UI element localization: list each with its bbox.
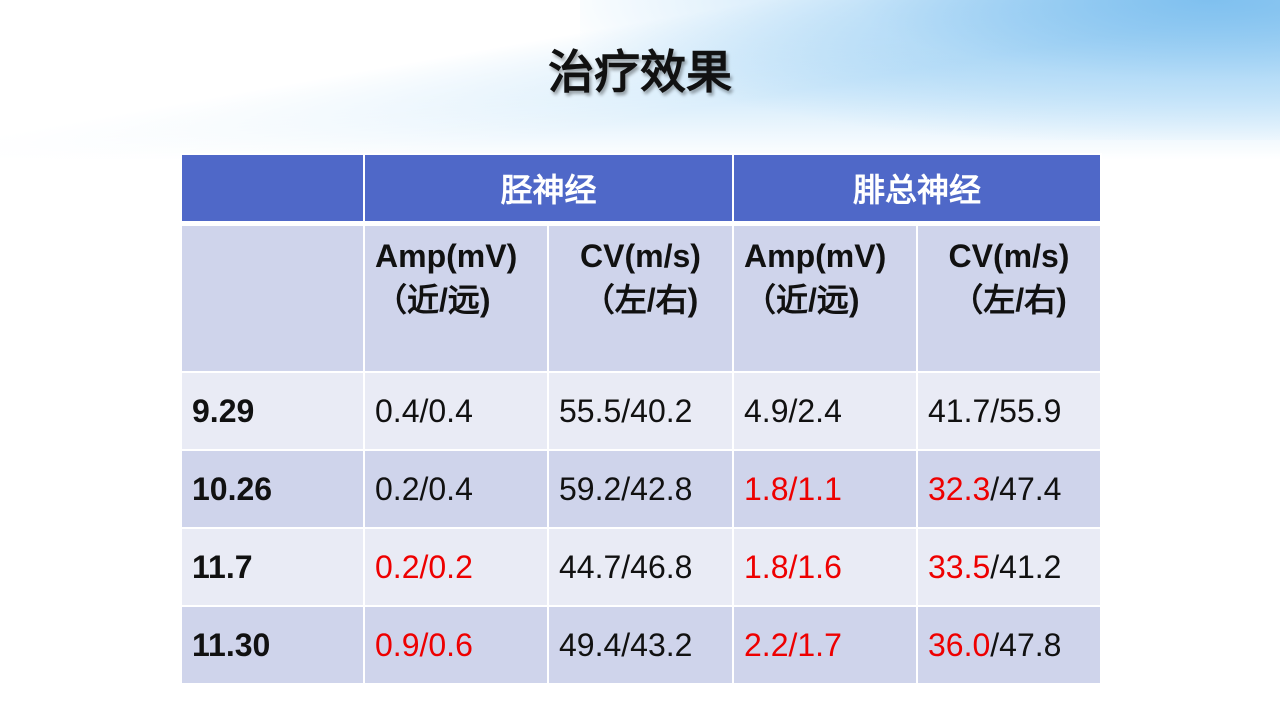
results-table: 胫神经 腓总神经 Amp(mV)（近/远) CV(m/s)（左/右) Amp(m… bbox=[180, 153, 1102, 685]
value-cell: 0.4/0.4 bbox=[363, 371, 549, 451]
value-cell: 32.3/47.4 bbox=[916, 449, 1102, 529]
value-text: 49.4/43.2 bbox=[559, 626, 693, 663]
value-text: /47.8 bbox=[990, 626, 1062, 663]
value-cell: 59.2/42.8 bbox=[547, 449, 734, 529]
table-row: 11.30 0.9/0.6 49.4/43.2 2.2/1.7 36.0/47.8 bbox=[180, 605, 1102, 685]
table-row: 10.26 0.2/0.4 59.2/42.8 1.8/1.1 32.3/47.4 bbox=[180, 449, 1102, 529]
date-cell: 9.29 bbox=[180, 371, 365, 451]
corner-cell bbox=[180, 222, 365, 373]
subheader-row: Amp(mV)（近/远) CV(m/s)（左/右) Amp(mV)（近/远) C… bbox=[180, 222, 1102, 373]
value-cell: 0.2/0.2 bbox=[363, 527, 549, 607]
value-text: /47.4 bbox=[990, 470, 1062, 507]
date-cell: 11.30 bbox=[180, 605, 365, 685]
value-cell: 2.2/1.7 bbox=[732, 605, 918, 685]
value-cell: 1.8/1.6 bbox=[732, 527, 918, 607]
value-text: 59.2/42.8 bbox=[559, 470, 693, 507]
value-cell: 36.0/47.8 bbox=[916, 605, 1102, 685]
date-cell: 10.26 bbox=[180, 449, 365, 529]
table-row: 11.7 0.2/0.2 44.7/46.8 1.8/1.6 33.5/41.2 bbox=[180, 527, 1102, 607]
corner-cell bbox=[180, 153, 365, 226]
value-text: 0.2/0.4 bbox=[375, 470, 473, 507]
value-text: 2.2/1.7 bbox=[744, 626, 842, 663]
value-text: 0.2/0.2 bbox=[375, 548, 473, 585]
value-text: 0.9/0.6 bbox=[375, 626, 473, 663]
subheader-amp: Amp(mV)（近/远) bbox=[363, 222, 549, 373]
value-cell: 44.7/46.8 bbox=[547, 527, 734, 607]
value-cell: 49.4/43.2 bbox=[547, 605, 734, 685]
table-row: 9.29 0.4/0.4 55.5/40.2 4.9/2.4 41.7/55.9 bbox=[180, 371, 1102, 451]
value-cell: 55.5/40.2 bbox=[547, 371, 734, 451]
value-cell: 0.9/0.6 bbox=[363, 605, 549, 685]
value-cell: 4.9/2.4 bbox=[732, 371, 918, 451]
value-text: 41.7/55.9 bbox=[928, 392, 1062, 429]
date-cell: 11.7 bbox=[180, 527, 365, 607]
value-text: 0.4/0.4 bbox=[375, 392, 473, 429]
subheader-cv: CV(m/s)（左/右) bbox=[547, 222, 734, 373]
group-header-peroneal: 腓总神经 bbox=[732, 153, 1102, 226]
value-text: 36.0 bbox=[928, 626, 991, 663]
subheader-cv: CV(m/s)（左/右) bbox=[916, 222, 1102, 373]
value-cell: 1.8/1.1 bbox=[732, 449, 918, 529]
value-text: 1.8/1.1 bbox=[744, 470, 842, 507]
value-text: 1.8/1.6 bbox=[744, 548, 842, 585]
slide-title: 治疗效果 bbox=[548, 45, 732, 99]
value-text: 4.9/2.4 bbox=[744, 392, 842, 429]
value-cell: 0.2/0.4 bbox=[363, 449, 549, 529]
subheader-amp: Amp(mV)（近/远) bbox=[732, 222, 918, 373]
background-glow bbox=[580, 0, 1280, 140]
value-text: 44.7/46.8 bbox=[559, 548, 693, 585]
group-header-tibial: 胫神经 bbox=[363, 153, 734, 226]
value-text: 33.5 bbox=[928, 548, 991, 585]
value-text: 55.5/40.2 bbox=[559, 392, 693, 429]
value-text: /41.2 bbox=[990, 548, 1062, 585]
group-header-row: 胫神经 腓总神经 bbox=[180, 153, 1102, 226]
value-text: 32.3 bbox=[928, 470, 991, 507]
value-cell: 41.7/55.9 bbox=[916, 371, 1102, 451]
value-cell: 33.5/41.2 bbox=[916, 527, 1102, 607]
